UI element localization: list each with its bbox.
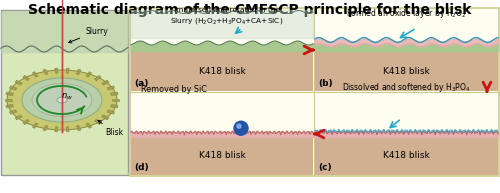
Text: Dissolved and softened by H$_3$PO$_4$: Dissolved and softened by H$_3$PO$_4$ <box>342 81 471 94</box>
Text: Blisk: Blisk <box>98 120 123 137</box>
Bar <box>130 8 499 176</box>
Bar <box>315 137 498 175</box>
Polygon shape <box>23 119 30 125</box>
Text: (b): (b) <box>318 79 332 88</box>
Polygon shape <box>107 86 114 90</box>
Polygon shape <box>23 75 30 81</box>
Polygon shape <box>112 99 119 101</box>
Text: Removed by SiC: Removed by SiC <box>141 85 207 94</box>
Polygon shape <box>94 119 101 125</box>
Polygon shape <box>32 72 38 77</box>
Text: Slurry: Slurry <box>68 27 108 43</box>
Polygon shape <box>76 125 81 131</box>
Text: Schematic diagram of the CMFSCP principle for the blisk: Schematic diagram of the CMFSCP principl… <box>28 3 471 17</box>
Polygon shape <box>10 110 17 114</box>
Polygon shape <box>55 127 58 132</box>
Text: Immersed and rotated in the
Slurry (H$_2$O$_2$+H$_3$PO$_4$+CA+SiC): Immersed and rotated in the Slurry (H$_2… <box>170 7 283 26</box>
Text: $n_w$: $n_w$ <box>61 92 73 102</box>
Text: K418 blisk: K418 blisk <box>383 152 430 161</box>
Polygon shape <box>110 104 118 108</box>
Polygon shape <box>15 80 22 85</box>
Polygon shape <box>107 110 114 114</box>
Bar <box>1 10 128 175</box>
Polygon shape <box>43 125 48 131</box>
Polygon shape <box>5 99 12 101</box>
Text: K418 blisk: K418 blisk <box>198 67 246 75</box>
Circle shape <box>234 121 248 135</box>
Polygon shape <box>32 123 38 128</box>
Ellipse shape <box>57 97 67 103</box>
Text: K418 blisk: K418 blisk <box>198 152 246 161</box>
Ellipse shape <box>22 78 102 122</box>
Ellipse shape <box>32 84 92 117</box>
Polygon shape <box>76 69 81 75</box>
Polygon shape <box>43 69 48 75</box>
Polygon shape <box>66 68 69 73</box>
Ellipse shape <box>7 70 117 130</box>
Polygon shape <box>94 75 101 81</box>
Polygon shape <box>10 86 17 90</box>
Polygon shape <box>6 104 14 108</box>
Polygon shape <box>102 115 109 120</box>
Polygon shape <box>15 115 22 120</box>
Text: (a): (a) <box>134 79 148 88</box>
Text: (c): (c) <box>318 163 332 172</box>
Text: K418 blisk: K418 blisk <box>383 67 430 75</box>
Bar <box>131 51 313 91</box>
Polygon shape <box>86 123 92 128</box>
Polygon shape <box>55 68 58 73</box>
Polygon shape <box>6 92 14 96</box>
Bar <box>131 137 313 175</box>
Polygon shape <box>102 80 109 85</box>
Polygon shape <box>86 72 92 77</box>
Polygon shape <box>110 92 118 96</box>
Circle shape <box>237 124 241 128</box>
Text: Formed an oxide layer by H$_2$O$_2$: Formed an oxide layer by H$_2$O$_2$ <box>346 7 467 20</box>
Text: (d): (d) <box>134 163 148 172</box>
Bar <box>315 51 498 91</box>
Polygon shape <box>66 127 69 132</box>
